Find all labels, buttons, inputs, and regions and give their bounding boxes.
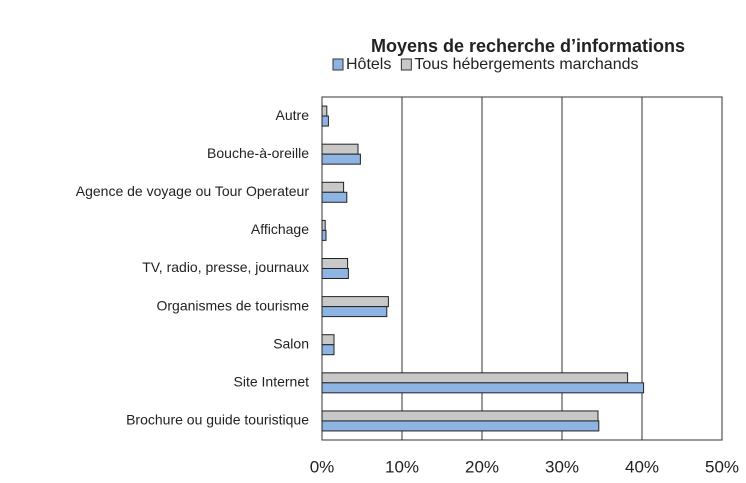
legend-label: Hôtels: [346, 56, 391, 73]
x-tick-label: 40%: [625, 457, 659, 476]
bar: [321, 410, 599, 422]
bar: [321, 219, 326, 231]
y-tick-label: Brochure ou guide touristique: [126, 412, 309, 428]
chart-title: Moyens de recherche d’informations: [371, 36, 685, 56]
y-tick-label: Site Internet: [234, 374, 310, 390]
bar: [321, 191, 348, 203]
bar: [321, 344, 335, 356]
y-tick-label: Autre: [276, 107, 310, 123]
bar: [321, 143, 359, 155]
bar: [321, 258, 349, 269]
bar: [321, 115, 329, 127]
x-tick-label: 30%: [545, 457, 579, 476]
bar: [321, 268, 349, 279]
bar: [321, 296, 389, 308]
bar: [321, 229, 327, 241]
bar: [321, 420, 600, 432]
bar: [321, 334, 335, 346]
legend-swatch: [332, 58, 344, 71]
y-tick-label: Organismes de tourisme: [156, 297, 309, 313]
x-tick-label: 20%: [465, 457, 499, 476]
bar: [321, 153, 361, 165]
bar: [321, 372, 629, 384]
y-tick-label: Bouche-à-oreille: [207, 145, 309, 161]
y-tick-label: Affichage: [251, 221, 309, 237]
x-tick-label: 0%: [310, 457, 335, 476]
legend-label: Tous hébergements marchands: [414, 56, 638, 73]
y-tick-label: Salon: [273, 335, 309, 351]
y-tick-label: TV, radio, presse, journaux: [142, 259, 309, 275]
bar: [321, 181, 345, 193]
y-tick-label: Agence de voyage ou Tour Operateur: [76, 183, 310, 199]
x-tick-label: 50%: [705, 457, 739, 476]
x-tick-label: 10%: [385, 457, 419, 476]
bar: [321, 306, 388, 318]
bar: [321, 105, 328, 117]
legend-swatch: [400, 58, 412, 71]
bar: [321, 382, 645, 394]
